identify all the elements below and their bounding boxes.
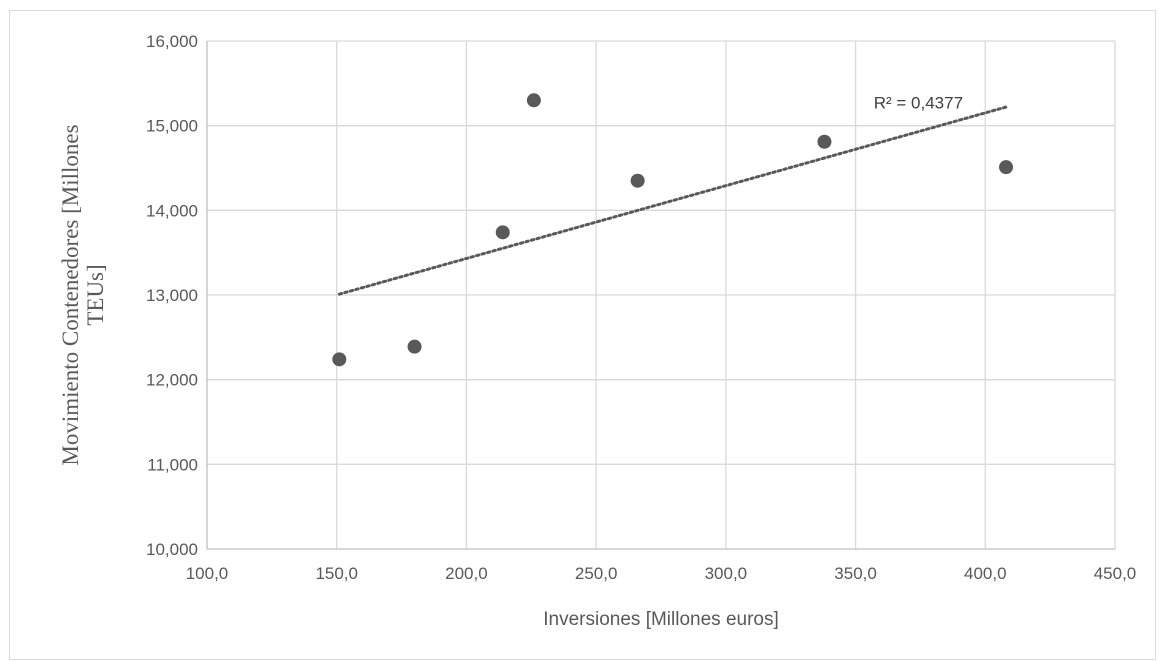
- x-tick-label: 250,0: [575, 564, 618, 583]
- y-tick-label: 13,000: [146, 286, 198, 305]
- data-point: [495, 225, 510, 240]
- y-axis-title-line-2: TEUs]: [83, 264, 108, 325]
- tick-labels: 10,000 11,000 12,000 13,000 14,000 15,000 16,0…: [146, 32, 1136, 583]
- r-squared-annotation: R² = 0,4377: [874, 94, 963, 113]
- data-point: [407, 339, 422, 354]
- trendline: [337, 105, 1008, 296]
- data-point: [630, 173, 645, 188]
- data-point: [999, 160, 1014, 175]
- y-tick-label: 15,000: [146, 117, 198, 136]
- trendline-group: [337, 105, 1008, 296]
- y-tick-label: 12,000: [146, 371, 198, 390]
- x-axis-title: Inversiones [Millones euros]: [543, 609, 779, 630]
- x-tick-label: 100,0: [186, 564, 229, 583]
- y-tick-label: 16,000: [146, 32, 198, 51]
- data-points: [332, 93, 1014, 367]
- y-tick-label: 11,000: [147, 455, 198, 474]
- x-tick-label: 350,0: [834, 564, 877, 583]
- x-tick-label: 400,0: [964, 564, 1007, 583]
- x-tick-label: 150,0: [315, 564, 358, 583]
- gridlines: [207, 40, 1116, 549]
- scatter-chart: 10,000 11,000 12,000 13,000 14,000 15,000 16,0…: [58, 32, 1136, 630]
- axes: [206, 41, 1115, 550]
- data-point: [332, 352, 347, 367]
- data-point: [526, 93, 541, 108]
- y-tick-label: 10,000: [146, 540, 198, 559]
- y-tick-label: 14,000: [146, 201, 198, 220]
- x-tick-label: 300,0: [705, 564, 748, 583]
- data-point: [817, 134, 832, 149]
- x-tick-label: 200,0: [445, 564, 488, 583]
- x-tick-label: 450,0: [1094, 564, 1137, 583]
- chart-frame: 10,000 11,000 12,000 13,000 14,000 15,000 16,0…: [9, 10, 1156, 660]
- y-axis-title-line-1: Movimiento Contenedores [Millones: [58, 124, 83, 465]
